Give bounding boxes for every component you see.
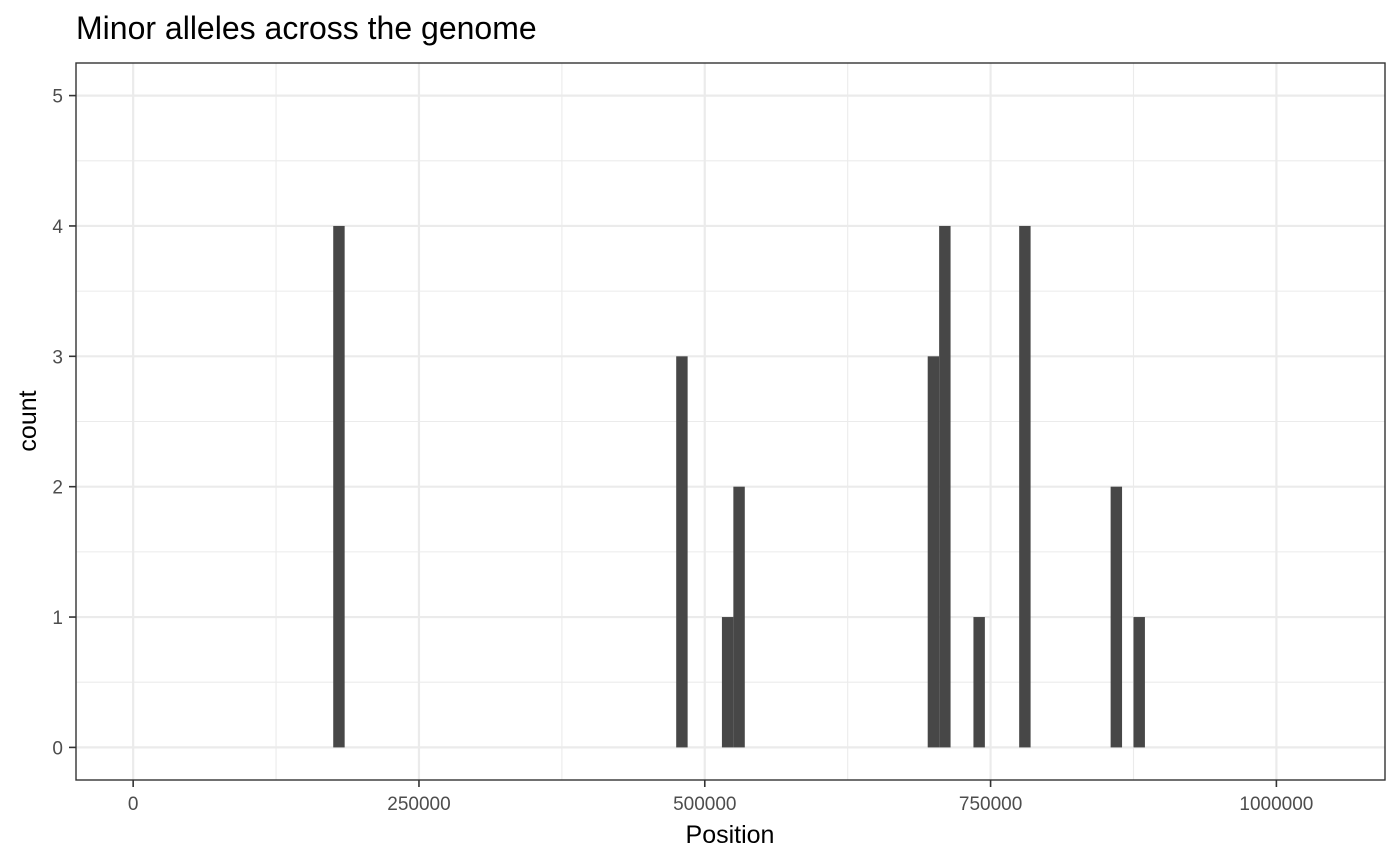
histogram-bar (939, 225, 951, 748)
histogram-bar (1133, 617, 1145, 748)
y-axis-title: count (14, 390, 42, 451)
x-tick-label: 1000000 (1239, 794, 1313, 815)
histogram-bar (927, 356, 940, 748)
y-tick-label: 2 (52, 478, 63, 499)
x-tick-label: 750000 (959, 794, 1022, 815)
y-axis: 0 1 2 3 4 5 (52, 87, 76, 759)
y-tick-label: 4 (52, 217, 63, 238)
x-axis-title: Position (686, 821, 775, 849)
x-tick-label: 250000 (387, 794, 450, 815)
grid-lines (76, 63, 1385, 780)
histogram-bar (733, 486, 745, 748)
histogram-bar (721, 617, 734, 748)
histogram-bar (973, 617, 985, 748)
histogram-bar (1019, 225, 1031, 748)
y-tick-label: 1 (52, 608, 63, 629)
y-tick-label: 3 (52, 347, 63, 368)
x-axis: 0 250000 500000 750000 1000000 (128, 780, 1313, 815)
chart-title: Minor alleles across the genome (76, 10, 537, 46)
bars (333, 225, 1145, 748)
y-tick-label: 5 (52, 87, 63, 108)
y-tick-label: 0 (52, 738, 63, 759)
x-tick-label: 500000 (673, 794, 736, 815)
histogram-bar (333, 225, 345, 748)
histogram-bar (1110, 486, 1123, 748)
x-tick-label: 0 (128, 794, 139, 815)
panel-border (75, 62, 1386, 781)
histogram-bar (676, 356, 688, 748)
